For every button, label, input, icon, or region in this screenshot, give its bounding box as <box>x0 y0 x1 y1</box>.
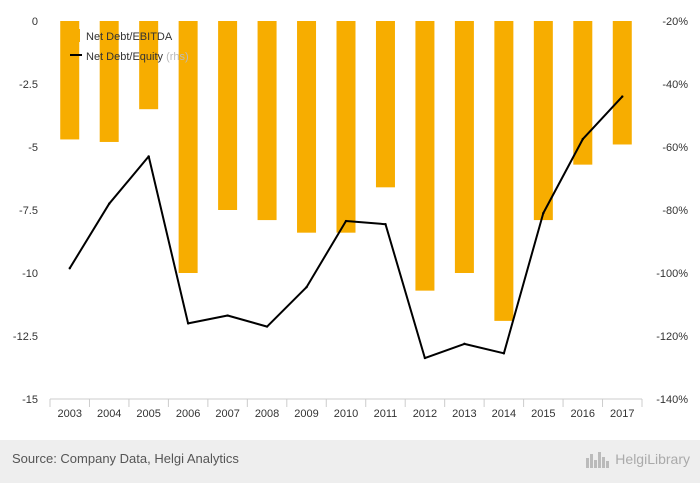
x-tick-label: 2006 <box>176 408 200 420</box>
left-tick-label: -7.5 <box>19 205 38 217</box>
x-tick-label: 2005 <box>136 408 160 420</box>
left-tick-label: -2.5 <box>19 79 38 91</box>
line-point-2006 <box>186 322 190 325</box>
helgi-library-logo[interactable]: HelgiLibrary <box>585 450 690 468</box>
x-tick-label: 2013 <box>452 408 476 420</box>
x-tick-label: 2011 <box>374 408 398 420</box>
legend-swatch-bar <box>74 29 80 42</box>
chart: 0-2.5-5-7.5-10-12.5-15 -20%-40%-60%-80%-… <box>13 16 688 420</box>
line-point-2007 <box>226 314 229 317</box>
line-point-2016 <box>581 137 584 141</box>
line-point-2013 <box>463 342 466 346</box>
bar-2003 <box>60 21 80 140</box>
x-tick-label: 2012 <box>413 408 437 420</box>
right-tick-label: -80% <box>662 205 688 217</box>
line-point-2015 <box>542 211 545 215</box>
bar-2016 <box>573 21 593 165</box>
line-point-2011 <box>384 222 387 226</box>
footer: Source: Company Data, Helgi Analytics He… <box>0 440 700 483</box>
left-tick-label: -12.5 <box>13 331 38 343</box>
legend-label-net-debt-equity-text: Net Debt/Equity <box>86 51 164 63</box>
x-tick-label: 2009 <box>294 408 318 420</box>
bar-2015 <box>533 21 553 221</box>
x-tick-label: 2017 <box>610 408 634 420</box>
line-point-2010 <box>344 219 348 223</box>
left-tick-label: -5 <box>28 142 38 154</box>
bar-2008 <box>257 21 277 221</box>
right-tick-label: -60% <box>662 142 688 154</box>
bar-2006 <box>178 21 198 273</box>
line-point-2017 <box>621 95 624 98</box>
x-tick-label: 2010 <box>334 408 358 420</box>
source-note: Source: Company Data, Helgi Analytics <box>12 451 239 466</box>
logo-text: HelgiLibrary <box>615 451 690 467</box>
line-point-2004 <box>108 202 111 205</box>
bar-2017 <box>612 21 632 145</box>
bar-2009 <box>297 21 317 233</box>
legend-label-net-debt-equity: Net Debt/Equity (rhs) <box>86 51 189 63</box>
bar-2014 <box>494 21 514 321</box>
bar-2012 <box>415 21 435 291</box>
left-tick-label: 0 <box>32 16 38 28</box>
right-tick-label: -140% <box>656 394 688 406</box>
x-tick-label: 2008 <box>255 408 279 420</box>
right-tick-label: -40% <box>662 79 688 91</box>
axes <box>49 398 643 407</box>
right-tick-label: -100% <box>656 268 688 280</box>
x-tick-label: 2007 <box>215 408 239 420</box>
legend-label-net-debt-ebitda: Net Debt/EBITDA <box>86 31 173 43</box>
legend-rhs-suffix: (rhs) <box>163 51 189 63</box>
x-tick-label: 2004 <box>97 408 121 420</box>
left-tick-label: -10 <box>22 268 38 280</box>
x-tick-label: 2016 <box>571 408 595 420</box>
line-point-2005 <box>147 155 150 158</box>
line-point-2008 <box>265 325 269 328</box>
bar-2007 <box>218 21 238 210</box>
x-tick-label: 2014 <box>492 408 516 420</box>
right-tick-label: -20% <box>662 16 688 28</box>
bar-2010 <box>336 21 356 233</box>
x-tick-label: 2015 <box>531 408 555 420</box>
bar-2004 <box>99 21 119 142</box>
city-skyline-icon <box>586 452 610 468</box>
bar-2005 <box>139 21 159 110</box>
x-tick-label: 2003 <box>57 408 81 420</box>
right-axis-ticks: -20% -40% -60% -80% -100% -120% -140% <box>656 16 688 406</box>
legend: Net Debt/EBITDA Net Debt/Equity (rhs) <box>70 29 189 63</box>
line-series-net-debt-equity <box>68 95 624 360</box>
left-axis-ticks: 0 -2.5 -5 -7.5 -10 -12.5 -15 <box>13 16 38 406</box>
line-point-2012 <box>423 356 427 360</box>
bar-2011 <box>375 21 395 188</box>
right-tick-label: -120% <box>656 331 688 343</box>
line-point-2014 <box>502 352 506 355</box>
bar-2013 <box>454 21 474 273</box>
x-axis-ticks: 2003 2004 2005 2006 2007 2008 2009 2010 2011 2012… <box>57 408 634 420</box>
left-tick-label: -15 <box>22 394 38 406</box>
line-point-2003 <box>68 267 71 270</box>
line-point-2009 <box>305 285 308 289</box>
bar-series-net-debt-ebitda <box>60 21 632 321</box>
